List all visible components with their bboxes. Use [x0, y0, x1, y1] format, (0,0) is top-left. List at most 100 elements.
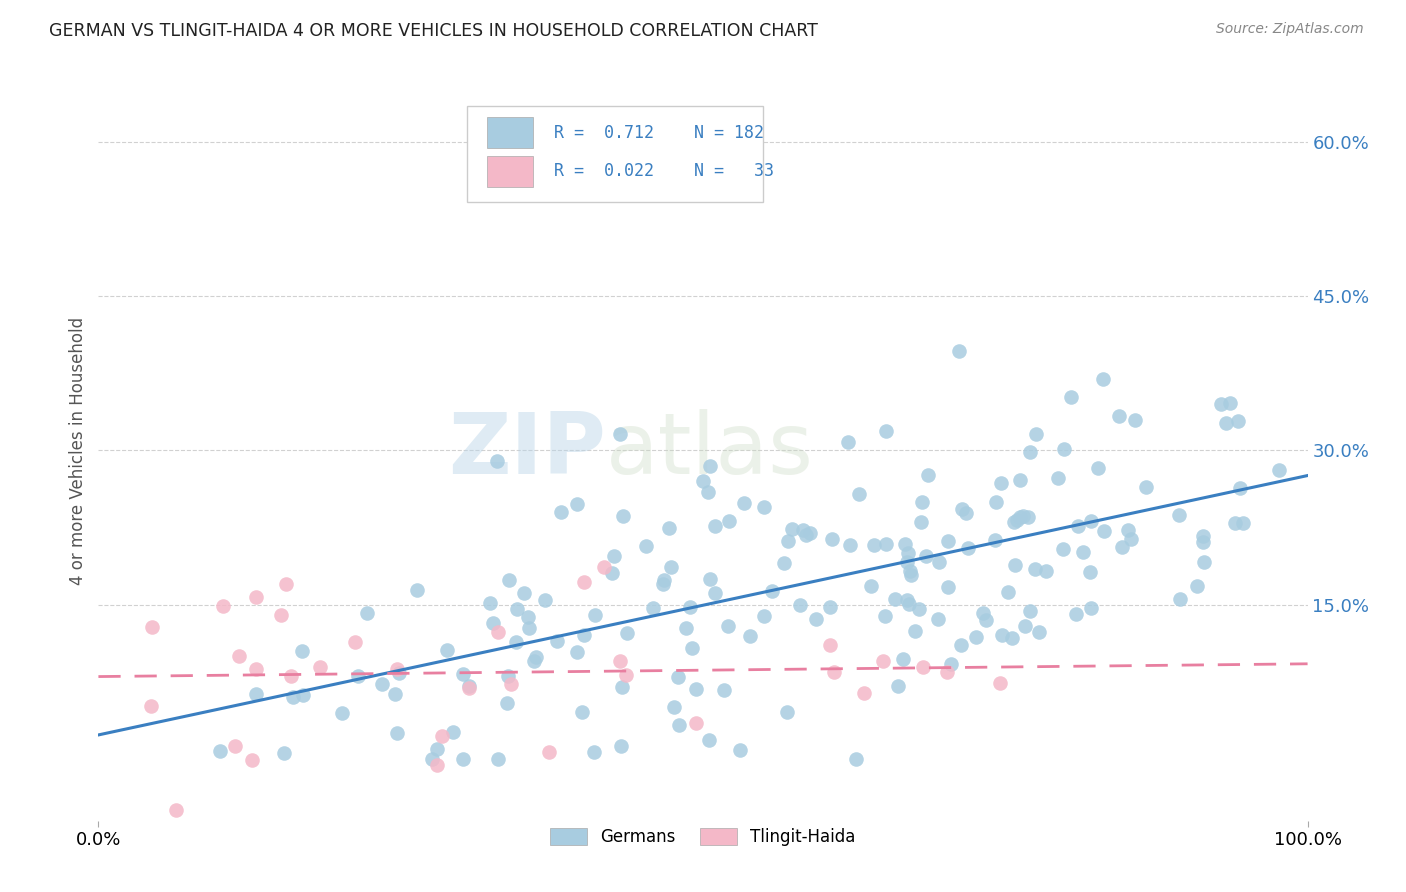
- Point: [292, 688, 315, 702]
- Point: [664, 700, 686, 714]
- Point: [571, 706, 593, 720]
- Point: [212, 599, 235, 613]
- Point: [643, 600, 665, 615]
- Point: [1014, 618, 1036, 632]
- Text: R =  0.022    N =   33: R = 0.022 N = 33: [554, 162, 775, 180]
- Point: [717, 514, 740, 528]
- Point: [274, 577, 297, 591]
- Point: [685, 716, 707, 731]
- Point: [1019, 604, 1042, 618]
- Point: [938, 534, 960, 549]
- Point: [436, 642, 458, 657]
- Point: [845, 752, 868, 766]
- Point: [697, 485, 720, 500]
- Point: [794, 528, 817, 542]
- Point: [1092, 524, 1115, 538]
- Point: [904, 624, 927, 638]
- Point: [852, 686, 875, 700]
- Point: [1223, 516, 1246, 530]
- Point: [875, 536, 897, 550]
- Point: [717, 619, 740, 633]
- Point: [612, 508, 634, 523]
- Point: [565, 645, 588, 659]
- Point: [917, 468, 939, 483]
- Point: [1025, 427, 1047, 442]
- Point: [1024, 561, 1046, 575]
- Point: [910, 495, 932, 509]
- Point: [875, 425, 897, 439]
- Point: [479, 596, 502, 610]
- Point: [1080, 514, 1102, 528]
- Point: [1219, 396, 1241, 410]
- Point: [1071, 545, 1094, 559]
- Point: [387, 665, 409, 680]
- Point: [658, 520, 681, 534]
- Point: [1052, 541, 1074, 556]
- Point: [1053, 442, 1076, 456]
- Point: [972, 606, 994, 620]
- Point: [546, 634, 568, 648]
- Point: [984, 495, 1007, 509]
- Legend: Germans, Tlingit-Haida: Germans, Tlingit-Haida: [544, 822, 862, 853]
- FancyBboxPatch shape: [486, 156, 533, 187]
- Point: [884, 592, 907, 607]
- Point: [699, 572, 721, 586]
- Point: [616, 626, 638, 640]
- Point: [911, 660, 934, 674]
- Point: [506, 602, 529, 616]
- Point: [897, 546, 920, 560]
- Point: [820, 638, 842, 652]
- Point: [1080, 601, 1102, 615]
- Point: [1123, 413, 1146, 427]
- Point: [425, 742, 447, 756]
- Point: [675, 621, 697, 635]
- Point: [224, 739, 246, 754]
- Point: [965, 630, 987, 644]
- Point: [668, 718, 690, 732]
- Point: [513, 586, 536, 600]
- Point: [441, 725, 464, 739]
- Point: [1192, 555, 1215, 569]
- Point: [910, 515, 932, 529]
- Point: [948, 344, 970, 359]
- Point: [914, 549, 936, 564]
- Point: [659, 560, 682, 574]
- Point: [875, 608, 897, 623]
- Point: [681, 640, 703, 655]
- Point: [941, 657, 963, 671]
- Point: [1215, 416, 1237, 430]
- Point: [245, 662, 267, 676]
- Point: [636, 539, 658, 553]
- Point: [426, 758, 449, 772]
- Point: [651, 576, 673, 591]
- Point: [956, 541, 979, 555]
- Point: [1019, 444, 1042, 458]
- Point: [451, 752, 474, 766]
- Point: [1066, 607, 1088, 622]
- Point: [498, 573, 520, 587]
- Point: [385, 725, 408, 739]
- Point: [496, 697, 519, 711]
- Point: [582, 745, 605, 759]
- Point: [752, 608, 775, 623]
- Point: [984, 533, 1007, 548]
- Text: GERMAN VS TLINGIT-HAIDA 4 OR MORE VEHICLES IN HOUSEHOLD CORRELATION CHART: GERMAN VS TLINGIT-HAIDA 4 OR MORE VEHICL…: [49, 22, 818, 40]
- Point: [600, 566, 623, 580]
- Point: [309, 660, 332, 674]
- Point: [486, 624, 509, 639]
- Point: [666, 670, 689, 684]
- Point: [565, 497, 588, 511]
- Point: [908, 602, 931, 616]
- Point: [291, 644, 314, 658]
- Point: [572, 627, 595, 641]
- Point: [165, 803, 187, 817]
- Point: [988, 676, 1011, 690]
- Point: [245, 591, 267, 605]
- Point: [1191, 529, 1213, 543]
- Point: [699, 732, 721, 747]
- Point: [1001, 631, 1024, 645]
- Point: [936, 665, 959, 679]
- Point: [898, 564, 921, 578]
- Point: [1226, 414, 1249, 428]
- Point: [927, 612, 949, 626]
